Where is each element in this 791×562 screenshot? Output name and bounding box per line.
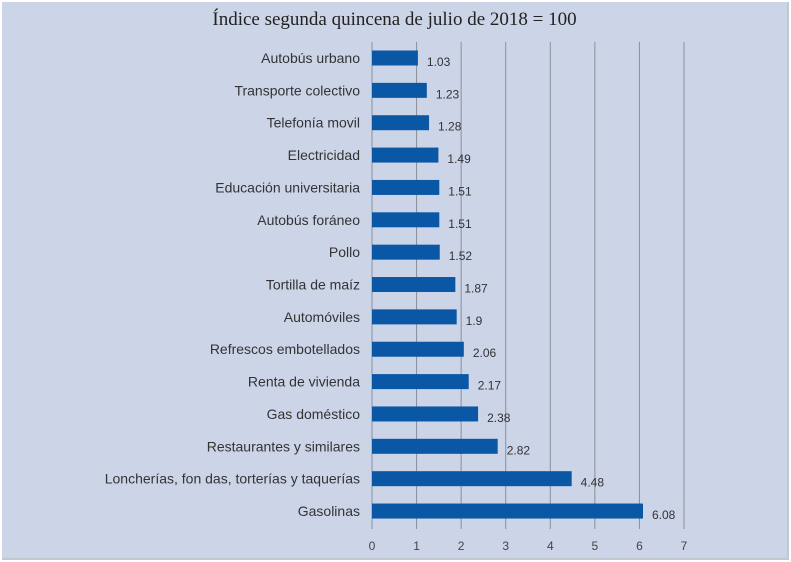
bar	[372, 503, 643, 519]
bar	[372, 147, 439, 163]
x-tick-label: 7	[681, 539, 688, 553]
category-label: Refrescos embotellados	[210, 341, 360, 357]
data-label: 1.87	[464, 282, 488, 296]
category-label: Autobús foráneo	[257, 212, 360, 228]
data-label: 2.82	[507, 443, 531, 457]
category-label: Tortilla de maíz	[266, 277, 360, 293]
data-label: 1.23	[436, 87, 460, 101]
category-label: Transporte colectivo	[234, 82, 360, 98]
data-label: 2.17	[478, 379, 502, 393]
category-label: Electricidad	[288, 147, 360, 163]
bar	[372, 471, 572, 487]
bar	[372, 82, 427, 98]
category-label: Gas doméstico	[267, 406, 361, 422]
bar	[372, 50, 418, 66]
bar	[372, 374, 469, 390]
bar	[372, 179, 440, 195]
x-tick-label: 1	[413, 539, 420, 553]
bar	[372, 438, 498, 454]
x-tick-label: 2	[458, 539, 465, 553]
category-label: Automóviles	[284, 309, 360, 325]
category-label: Autobús urbano	[261, 50, 360, 66]
x-tick-label: 3	[502, 539, 509, 553]
data-label: 1.49	[447, 152, 471, 166]
category-label: Educación universitaria	[215, 179, 360, 195]
x-tick-label: 6	[636, 539, 643, 553]
data-label: 1.03	[427, 55, 451, 69]
data-label: 2.06	[473, 346, 497, 360]
bar	[372, 212, 440, 228]
data-label: 2.38	[487, 411, 511, 425]
category-label: Loncherías, fon das, torterías y taquerí…	[105, 471, 360, 487]
bar	[372, 244, 440, 260]
bar	[372, 341, 464, 357]
category-label: Renta de vivienda	[248, 374, 360, 390]
data-label: 6.08	[652, 508, 676, 522]
chart-title: Índice segunda quincena de julio de 2018…	[212, 9, 577, 30]
data-label: 1.51	[448, 217, 472, 231]
category-label: Pollo	[329, 244, 360, 260]
x-tick-label: 0	[369, 539, 376, 553]
bar	[372, 309, 457, 325]
category-label: Telefonía movil	[267, 115, 360, 131]
category-label: Gasolinas	[298, 503, 360, 519]
data-label: 1.52	[449, 249, 473, 263]
x-tick-label: 4	[547, 539, 554, 553]
bar	[372, 406, 479, 422]
category-label: Restaurantes y similares	[207, 438, 360, 454]
data-label: 1.28	[438, 120, 462, 134]
data-label: 1.51	[448, 184, 472, 198]
data-label: 4.48	[581, 476, 605, 490]
bar	[372, 277, 456, 293]
bar	[372, 115, 430, 131]
x-tick-label: 5	[592, 539, 599, 553]
data-label: 1.9	[466, 314, 483, 328]
